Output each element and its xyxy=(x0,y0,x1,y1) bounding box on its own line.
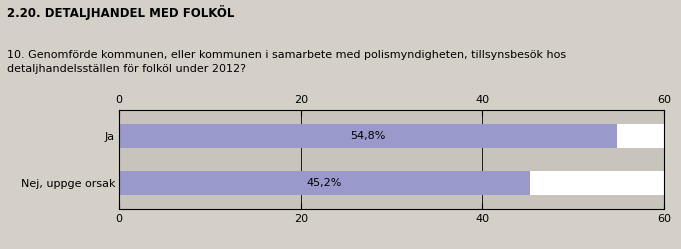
Bar xyxy=(119,171,530,195)
Text: 10. Genomförde kommunen, eller kommunen i samarbete med polismyndigheten, tillsy: 10. Genomförde kommunen, eller kommunen … xyxy=(7,50,566,74)
Bar xyxy=(119,124,617,147)
Bar xyxy=(119,195,664,209)
Text: 54,8%: 54,8% xyxy=(350,131,385,141)
Text: 45,2%: 45,2% xyxy=(306,178,342,188)
Text: 2.20. DETALJHANDEL MED FOLKÖL: 2.20. DETALJHANDEL MED FOLKÖL xyxy=(7,5,234,20)
Bar xyxy=(119,110,664,124)
Bar xyxy=(119,147,664,171)
